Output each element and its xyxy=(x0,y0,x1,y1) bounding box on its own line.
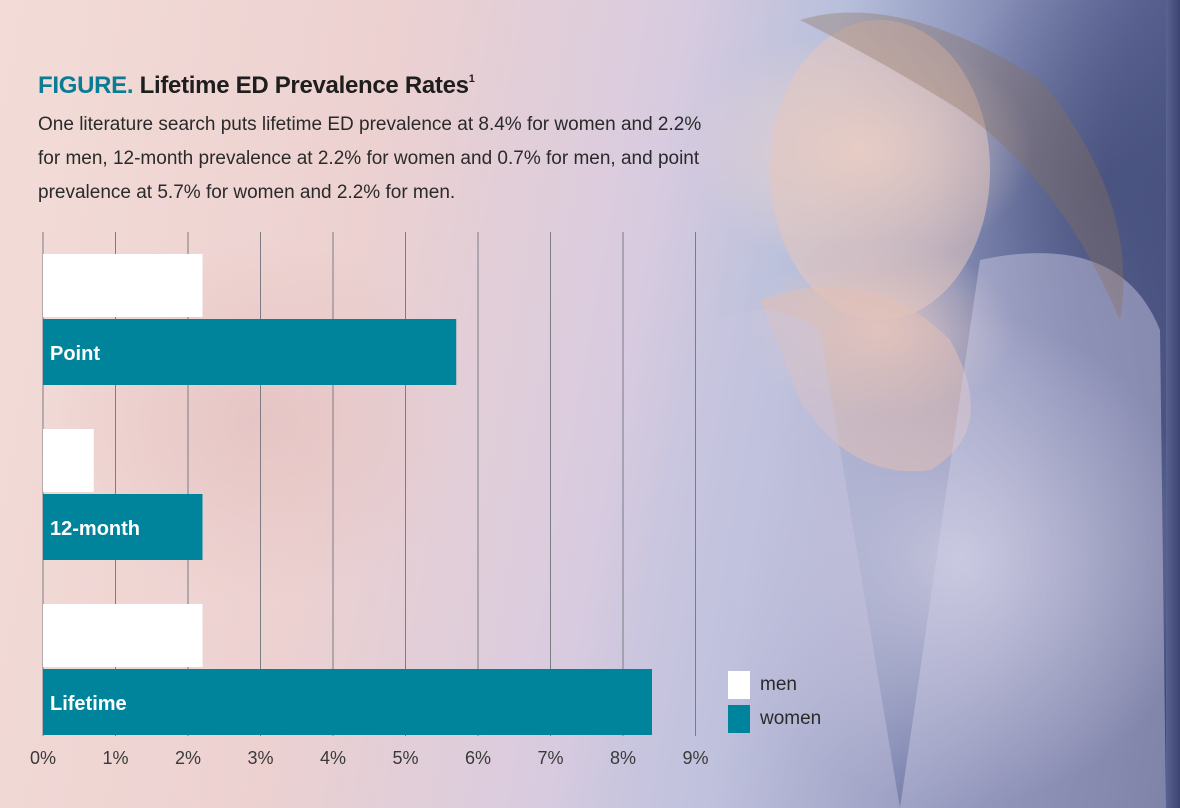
legend-swatch-women xyxy=(728,705,750,733)
x-tick-label: 0% xyxy=(30,748,56,768)
figure-label: FIGURE. xyxy=(38,72,134,99)
category-labels: Point 12-month Lifetime xyxy=(50,343,140,715)
bar-men-12-month xyxy=(43,429,94,492)
x-axis-ticks: 0% 1% 2% 3% 4% 5% 6% 7% 8% 9% xyxy=(30,748,709,768)
bar-men-point xyxy=(43,254,203,317)
x-tick-label: 3% xyxy=(247,748,273,768)
x-tick-label: 9% xyxy=(682,748,708,768)
figure-title: FIGURE. Lifetime ED Prevalence Rates1 xyxy=(38,72,475,100)
x-tick-label: 4% xyxy=(320,748,346,768)
category-label-12-month: 12-month xyxy=(50,518,140,540)
x-tick-label: 8% xyxy=(610,748,636,768)
category-label-lifetime: Lifetime xyxy=(50,693,127,715)
figure-description: One literature search puts lifetime ED p… xyxy=(38,114,702,203)
bar-women-12-month xyxy=(43,494,203,560)
bar-men-lifetime xyxy=(43,604,203,667)
bar-women-point xyxy=(43,319,457,385)
bars xyxy=(43,254,652,735)
legend: men women xyxy=(728,668,821,736)
x-tick-label: 5% xyxy=(392,748,418,768)
figure-title-text: Lifetime ED Prevalence Rates xyxy=(139,72,469,99)
x-tick-label: 2% xyxy=(175,748,201,768)
legend-item-men: men xyxy=(728,668,821,702)
legend-swatch-men xyxy=(728,671,750,699)
bar-women-lifetime xyxy=(43,669,652,735)
x-tick-label: 7% xyxy=(537,748,563,768)
x-tick-label: 6% xyxy=(465,748,491,768)
x-tick-label: 1% xyxy=(102,748,128,768)
photo-edge xyxy=(1166,0,1180,808)
category-label-point: Point xyxy=(50,343,100,365)
footnote-marker: 1 xyxy=(468,73,475,85)
legend-label-men: men xyxy=(760,674,797,695)
legend-item-women: women xyxy=(728,702,821,736)
legend-label-women: women xyxy=(760,708,822,729)
